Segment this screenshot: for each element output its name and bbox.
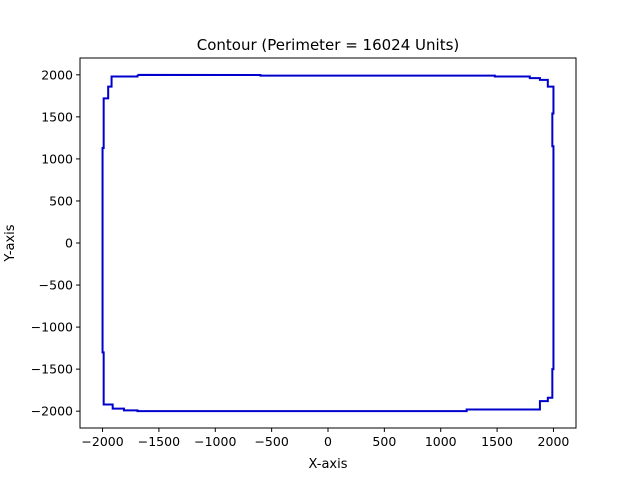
contour-line-0 <box>101 73 555 413</box>
y-tick-label: −500 <box>39 278 73 293</box>
y-tick-label: 0 <box>65 236 73 251</box>
y-tick-label: 500 <box>49 193 73 208</box>
x-tick-label: −1500 <box>138 434 180 449</box>
x-tick-label: 1500 <box>481 434 513 449</box>
x-tick-label: 2000 <box>538 434 570 449</box>
y-tick-label: −2000 <box>31 404 73 419</box>
y-tick-label: 2000 <box>41 67 73 82</box>
x-tick-label: 0 <box>324 434 332 449</box>
y-axis-ticks: −2000 −1500 −1000 −500 0 500 1000 1500 2000 <box>31 67 80 419</box>
y-tick-label: 1000 <box>41 151 73 166</box>
y-tick-label: −1500 <box>31 362 73 377</box>
x-tick-label: −500 <box>254 434 288 449</box>
x-tick-label: 1000 <box>425 434 457 449</box>
plot-layer <box>101 73 555 413</box>
x-axis-label: X-axis <box>309 457 348 472</box>
x-axis-ticks: −2000 −1500 −1000 −500 0 500 1000 1500 2000 <box>81 428 569 449</box>
x-tick-label: −2000 <box>81 434 123 449</box>
x-tick-label: −1000 <box>194 434 236 449</box>
y-tick-label: 1500 <box>41 109 73 124</box>
x-tick-label: 500 <box>372 434 396 449</box>
chart-title: Contour (Perimeter = 16024 Units) <box>197 36 460 54</box>
y-tick-label: −1000 <box>31 320 73 335</box>
y-axis-label: Y-axis <box>3 224 18 262</box>
